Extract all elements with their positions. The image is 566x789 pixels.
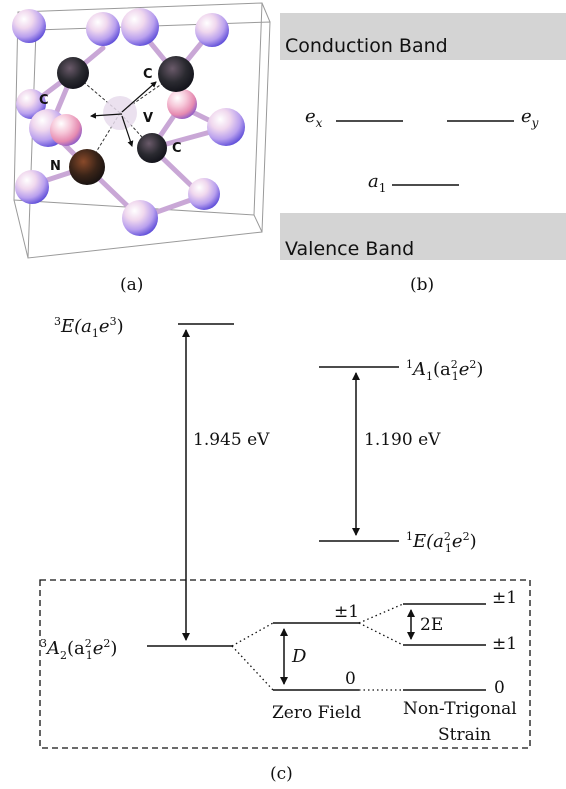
singlet-gap-label: 1.190 eV bbox=[364, 430, 441, 450]
vacancy-site bbox=[103, 96, 137, 130]
host-carbon-atoms bbox=[12, 8, 245, 236]
atom bbox=[16, 89, 46, 119]
atom bbox=[195, 13, 229, 47]
strain-label-line-2: Strain bbox=[438, 725, 491, 745]
singlet-e-label: 1E(a2 1e2) bbox=[406, 530, 477, 555]
strain-label-line-1: Non-Trigonal bbox=[403, 699, 517, 719]
zero-field-0-label: 0 bbox=[345, 669, 356, 689]
carbon-atom-bottom-right bbox=[137, 133, 167, 163]
caption-a: (a) bbox=[120, 275, 143, 295]
singlet-a1-label: 1A1(a2 1e2) bbox=[406, 358, 483, 383]
ex-label: ex bbox=[305, 106, 323, 130]
two-e-label: 2E bbox=[420, 615, 443, 635]
band-diagram: Conduction Band ex ey a1 Valence Band bbox=[280, 13, 566, 260]
atom-label-c: C bbox=[143, 67, 153, 82]
zero-field-label: Zero Field bbox=[272, 703, 361, 723]
carbon-atom-top-right bbox=[158, 56, 194, 92]
conduction-band-label: Conduction Band bbox=[285, 35, 448, 57]
d-label: D bbox=[291, 646, 307, 667]
triplet-excited-label: 3E(a1e3) bbox=[54, 315, 124, 340]
atom-label-n: N bbox=[50, 159, 61, 174]
atom bbox=[12, 9, 46, 43]
atom-label-v: V bbox=[143, 111, 153, 126]
atom bbox=[86, 12, 120, 46]
atom-label-c: C bbox=[172, 141, 182, 156]
conduction-band bbox=[280, 13, 566, 60]
energy-level-diagram: 3E(a1e3) 1A1(a2 1e2) 1E(a2 1e2) 3A2(a2 1e2)… bbox=[39, 315, 531, 749]
atom bbox=[167, 89, 197, 119]
nitrogen-atom bbox=[69, 149, 105, 185]
lattice-illustration: C C C N V bbox=[12, 2, 271, 259]
atom bbox=[207, 108, 245, 146]
splitting-dotted-lines bbox=[231, 603, 404, 691]
ground-state-box bbox=[39, 579, 531, 749]
strain-zero-label: 0 bbox=[494, 678, 505, 698]
atom bbox=[121, 8, 159, 46]
atom-label-c: C bbox=[39, 93, 49, 108]
atom bbox=[15, 170, 49, 204]
caption-c: (c) bbox=[270, 764, 293, 784]
atom bbox=[188, 178, 220, 210]
carbon-atom-top-left bbox=[57, 57, 89, 89]
triplet-ground-label: 3A2(a2 1e2) bbox=[40, 637, 117, 662]
strain-upper-label: ±1 bbox=[492, 588, 517, 608]
zero-field-pm1-label: ±1 bbox=[334, 602, 359, 622]
valence-band-label: Valence Band bbox=[285, 238, 414, 260]
ey-label: ey bbox=[521, 106, 539, 130]
vacancy-arrows bbox=[90, 81, 157, 147]
strain-lower-label: ±1 bbox=[492, 634, 517, 654]
caption-b: (b) bbox=[410, 275, 434, 295]
valence-band bbox=[280, 213, 566, 260]
a1-label: a1 bbox=[368, 171, 386, 195]
atom bbox=[50, 114, 82, 146]
triplet-gap-label: 1.945 eV bbox=[193, 430, 270, 450]
atom bbox=[122, 200, 158, 236]
